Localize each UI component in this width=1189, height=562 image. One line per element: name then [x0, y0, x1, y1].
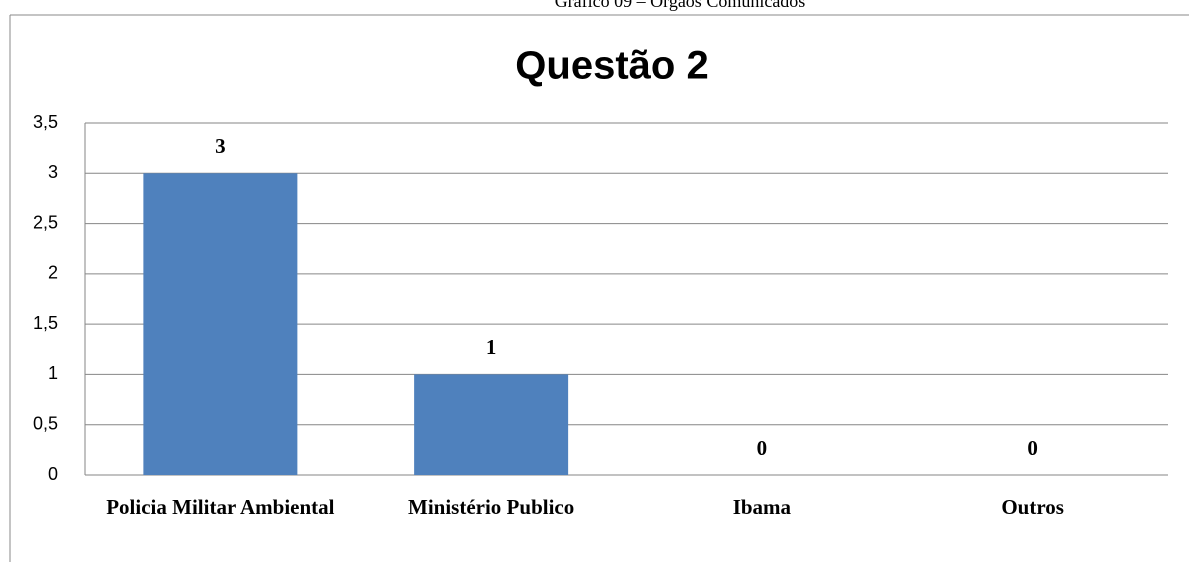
- y-tick-label: 1,5: [33, 313, 58, 333]
- bar: [143, 173, 298, 476]
- y-tick-label: 2,5: [33, 212, 58, 232]
- caption: Gráfico 09 – Órgãos Comunicados: [555, 0, 806, 11]
- bar: [414, 374, 569, 475]
- x-tick-label: Ministério Publico: [408, 495, 575, 519]
- y-tick-label: 0: [48, 464, 58, 484]
- x-tick-label: Outros: [1001, 495, 1064, 519]
- value-label: 0: [757, 436, 768, 460]
- y-tick-label: 1: [48, 363, 58, 383]
- x-tick-label: Ibama: [732, 495, 792, 519]
- value-label: 0: [1027, 436, 1038, 460]
- y-tick-label: 2: [48, 263, 58, 283]
- y-tick-label: 3: [48, 162, 58, 182]
- y-tick-label: 3,5: [33, 112, 58, 132]
- x-tick-label: Policia Militar Ambiental: [106, 495, 335, 519]
- value-label: 1: [486, 335, 497, 359]
- value-label: 3: [215, 134, 226, 158]
- chart-title: Questão 2: [515, 44, 708, 88]
- y-tick-label: 0,5: [33, 413, 58, 433]
